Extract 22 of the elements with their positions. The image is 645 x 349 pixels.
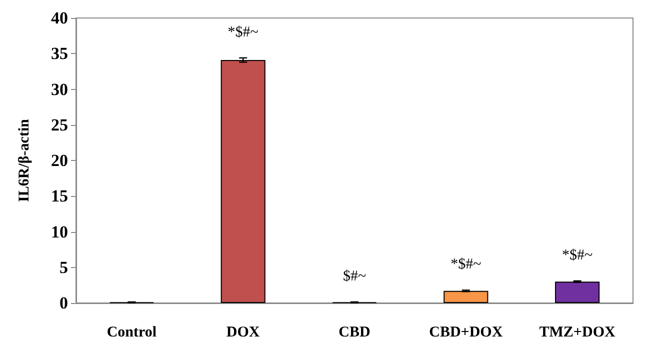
y-tick-label: 40 bbox=[51, 8, 68, 28]
y-tick-label: 35 bbox=[51, 44, 68, 64]
annotation: *$#~ bbox=[450, 256, 482, 273]
x-tick-label: TMZ+DOX bbox=[539, 324, 616, 340]
y-axis-title: IL6R/β-actin bbox=[16, 118, 32, 202]
bar bbox=[220, 60, 266, 303]
y-tick-label: 20 bbox=[51, 151, 68, 170]
bar bbox=[555, 282, 600, 303]
x-tick-label: CBD bbox=[338, 324, 370, 340]
y-tick-label: 30 bbox=[51, 80, 68, 99]
y-tick-label: 25 bbox=[51, 115, 68, 134]
x-tick-label: CBD+DOX bbox=[429, 324, 503, 340]
bar bbox=[444, 290, 488, 303]
y-tick-label: 0 bbox=[60, 294, 68, 312]
annotation: *$#~ bbox=[562, 247, 593, 264]
x-tick-label: DOX bbox=[226, 324, 260, 340]
y-tick-label: 5 bbox=[60, 258, 68, 277]
y-tick-label: 10 bbox=[51, 222, 68, 242]
x-tick-label: Control bbox=[106, 324, 157, 340]
annotation: $#~ bbox=[342, 268, 366, 284]
y-tick-label: 15 bbox=[51, 186, 68, 206]
annotation: *$#~ bbox=[228, 24, 258, 40]
